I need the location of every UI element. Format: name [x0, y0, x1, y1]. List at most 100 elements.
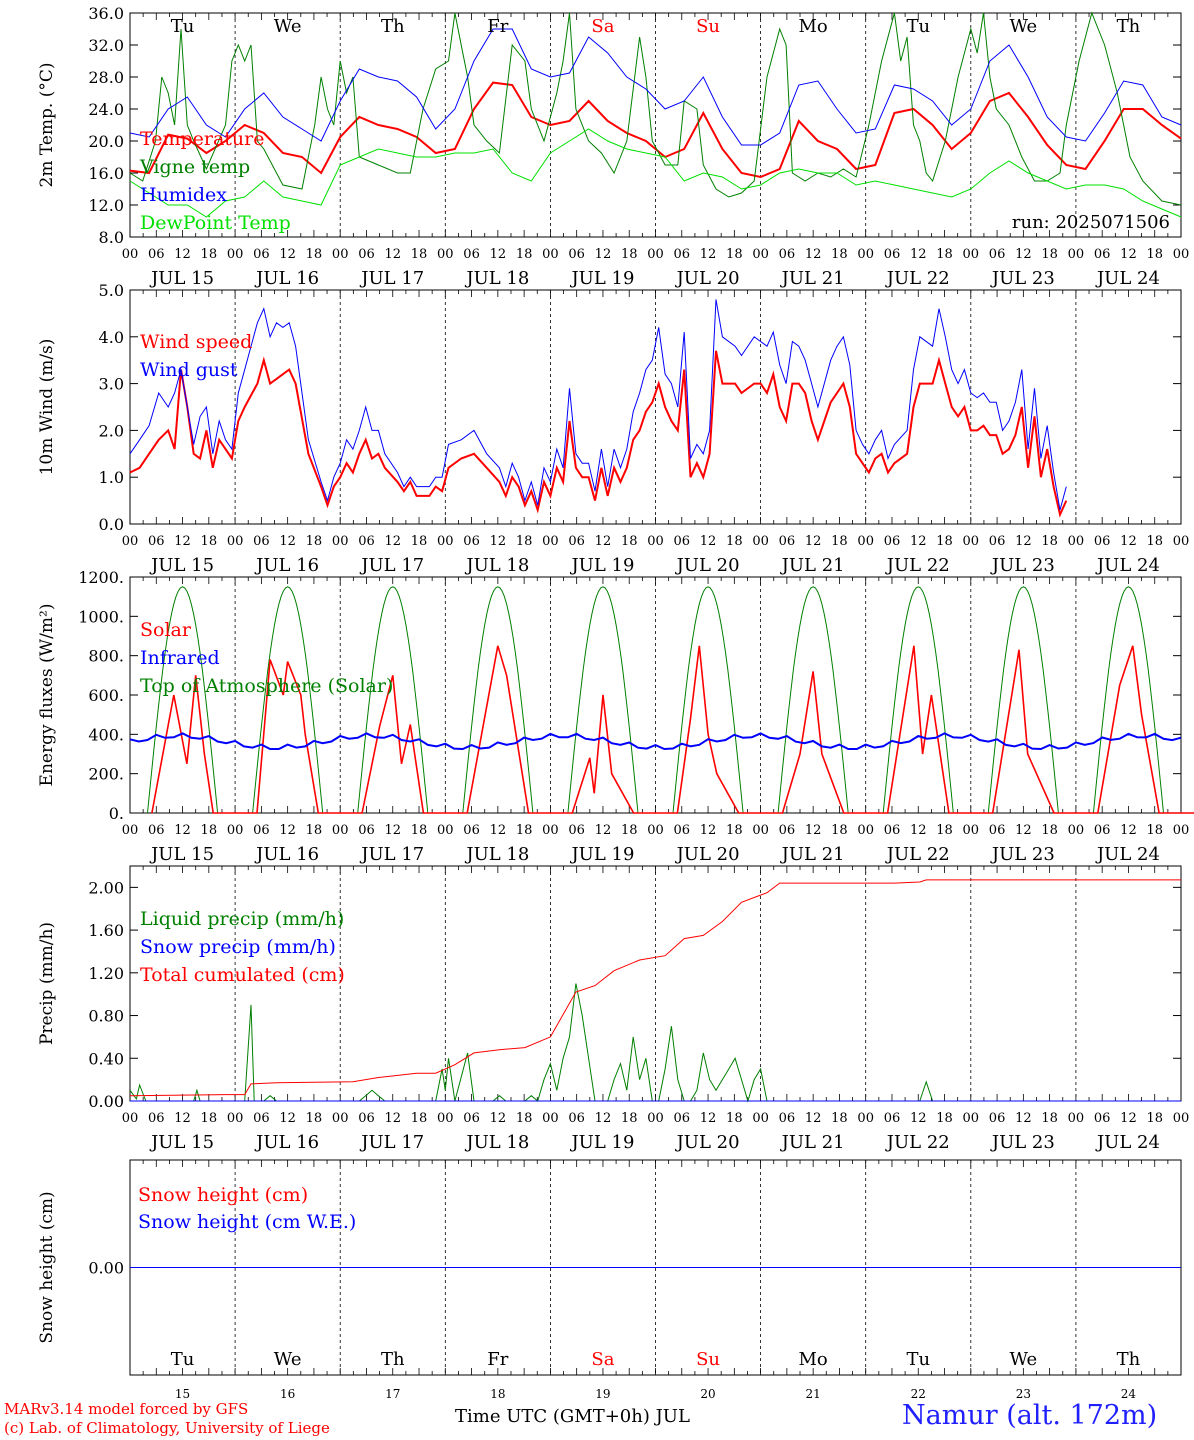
- x-hour-label: 00: [752, 534, 769, 549]
- series-line-solar: [151, 645, 1194, 814]
- x-hour-label: 00: [332, 534, 349, 549]
- weekday-label: We: [274, 16, 302, 37]
- y-tick-label: 36.0: [88, 4, 124, 23]
- x-hour-label: 06: [989, 534, 1006, 549]
- x-date-label: JUL 18: [464, 555, 529, 576]
- x-date-label: JUL 16: [254, 555, 319, 576]
- x-hour-label: 18: [831, 247, 848, 262]
- x-hour-label: 18: [516, 823, 533, 838]
- x-hour-label: 00: [227, 247, 244, 262]
- y-axis-label-temperature: 2m Temp. (°C): [37, 62, 57, 187]
- x-date-label: JUL 22: [885, 555, 950, 576]
- x-hour-label: 06: [253, 247, 270, 262]
- weekday-label: Fr: [487, 1349, 508, 1370]
- x-hour-label: 12: [279, 247, 296, 262]
- x-hour-label: 12: [1015, 534, 1032, 549]
- legend-entry: Liquid precip (mm/h): [140, 908, 344, 930]
- x-hour-label: 18: [621, 823, 638, 838]
- x-hour-label: 18: [621, 534, 638, 549]
- y-tick-label: 1.60: [88, 921, 124, 940]
- series-line: [129, 350, 1068, 518]
- x-hour-label: 06: [884, 1111, 901, 1126]
- x-hour-label: 00: [332, 823, 349, 838]
- series-group: [129, 11, 1182, 218]
- x-hour-label: 06: [884, 247, 901, 262]
- y-tick-label: 800.: [88, 647, 124, 666]
- x-hour-label: 12: [174, 247, 191, 262]
- x-hour-label: 06: [674, 534, 691, 549]
- x-hour-label: 18: [831, 534, 848, 549]
- series-group: [129, 586, 1194, 814]
- x-date-label: JUL 19: [569, 268, 634, 289]
- x-hour-label: 18: [1041, 823, 1058, 838]
- weekday-label: We: [1010, 16, 1038, 37]
- x-date-label: JUL 23: [990, 268, 1055, 289]
- weekday-label: Th: [1117, 1349, 1141, 1370]
- y-tick-label: 5.0: [99, 281, 124, 300]
- x-hour-label: 06: [148, 823, 165, 838]
- x-hour-label: 00: [963, 247, 980, 262]
- x-hour-label: 12: [700, 823, 717, 838]
- x-hour-label: 12: [174, 823, 191, 838]
- y-tick-label: 0.80: [88, 1007, 124, 1026]
- x-hour-label: 18: [516, 247, 533, 262]
- x-hour-label: 12: [384, 534, 401, 549]
- x-axis-title: Time UTC (GMT+0h) JUL: [455, 1406, 690, 1427]
- x-hour-label: 00: [437, 534, 454, 549]
- x-hour-label: 12: [910, 534, 927, 549]
- x-hour-label: 00: [647, 247, 664, 262]
- x-hour-label: 00: [752, 823, 769, 838]
- x-hour-label: 12: [1120, 247, 1137, 262]
- x-hour-label: 18: [936, 1111, 953, 1126]
- x-hour-label: 06: [1094, 1111, 1111, 1126]
- x-date-label: JUL 18: [464, 1132, 529, 1153]
- x-hour-label: 12: [910, 1111, 927, 1126]
- x-hour-label: 18: [726, 534, 743, 549]
- x-hour-label: 00: [752, 247, 769, 262]
- x-hour-label: 12: [384, 247, 401, 262]
- x-hour-label: 00: [752, 1111, 769, 1126]
- legend-entry: Wind gust: [140, 359, 238, 381]
- footer-lab-credit: (c) Lab. of Climatology, University of L…: [4, 1419, 330, 1437]
- y-tick-label: 1000.: [78, 607, 124, 626]
- weekday-label: We: [1010, 1349, 1038, 1370]
- x-hour-label: 00: [122, 1111, 139, 1126]
- y-tick-label: 0.: [109, 804, 124, 823]
- x-hour-label: 06: [989, 1111, 1006, 1126]
- legend-entry: Humidex: [140, 184, 227, 206]
- x-hour-label: 18: [306, 1111, 323, 1126]
- x-hour-label: 00: [542, 823, 559, 838]
- legend-entry: DewPoint Temp: [140, 212, 291, 234]
- x-day-number: 22: [911, 1387, 926, 1401]
- x-date-label: JUL 19: [569, 555, 634, 576]
- x-hour-label: 12: [700, 247, 717, 262]
- x-hour-label: 18: [1146, 247, 1163, 262]
- x-hour-label: 06: [779, 1111, 796, 1126]
- y-tick-label: 28.0: [88, 68, 124, 87]
- x-hour-label: 06: [358, 823, 375, 838]
- series-line: [129, 81, 1182, 179]
- series-line-infrared: [129, 732, 1182, 751]
- legend-entry: Infrared: [140, 647, 220, 669]
- panel-3: 0. 200. 400. 600. 800. 1000. 1200. Energy fluxe…: [37, 568, 1194, 865]
- x-hour-label: 18: [831, 1111, 848, 1126]
- legend-entry: Total cumulated (cm): [140, 964, 345, 986]
- x-hour-label: 18: [936, 823, 953, 838]
- x-hour-label: 12: [1120, 534, 1137, 549]
- legend-entry: Snow height (cm): [138, 1184, 308, 1206]
- x-hour-label: 12: [700, 534, 717, 549]
- x-hour-label: 18: [201, 823, 218, 838]
- x-hour-label: 00: [963, 1111, 980, 1126]
- x-hour-label: 18: [201, 247, 218, 262]
- series-group: [129, 879, 1181, 1103]
- x-hour-label: 00: [122, 534, 139, 549]
- x-date-label: JUL 23: [990, 1132, 1055, 1153]
- weekday-label: Sa: [591, 16, 614, 37]
- series-line-toa-solar: [147, 586, 1194, 814]
- x-hour-label: 12: [384, 823, 401, 838]
- panel-4: 0.00 0.40 0.80 1.20 1.60 2.00 Precip (mm/h) 00 0…: [37, 865, 1189, 1153]
- x-date-label: JUL 22: [885, 844, 950, 865]
- x-hour-label: 06: [568, 247, 585, 262]
- x-hour-label: 12: [1015, 247, 1032, 262]
